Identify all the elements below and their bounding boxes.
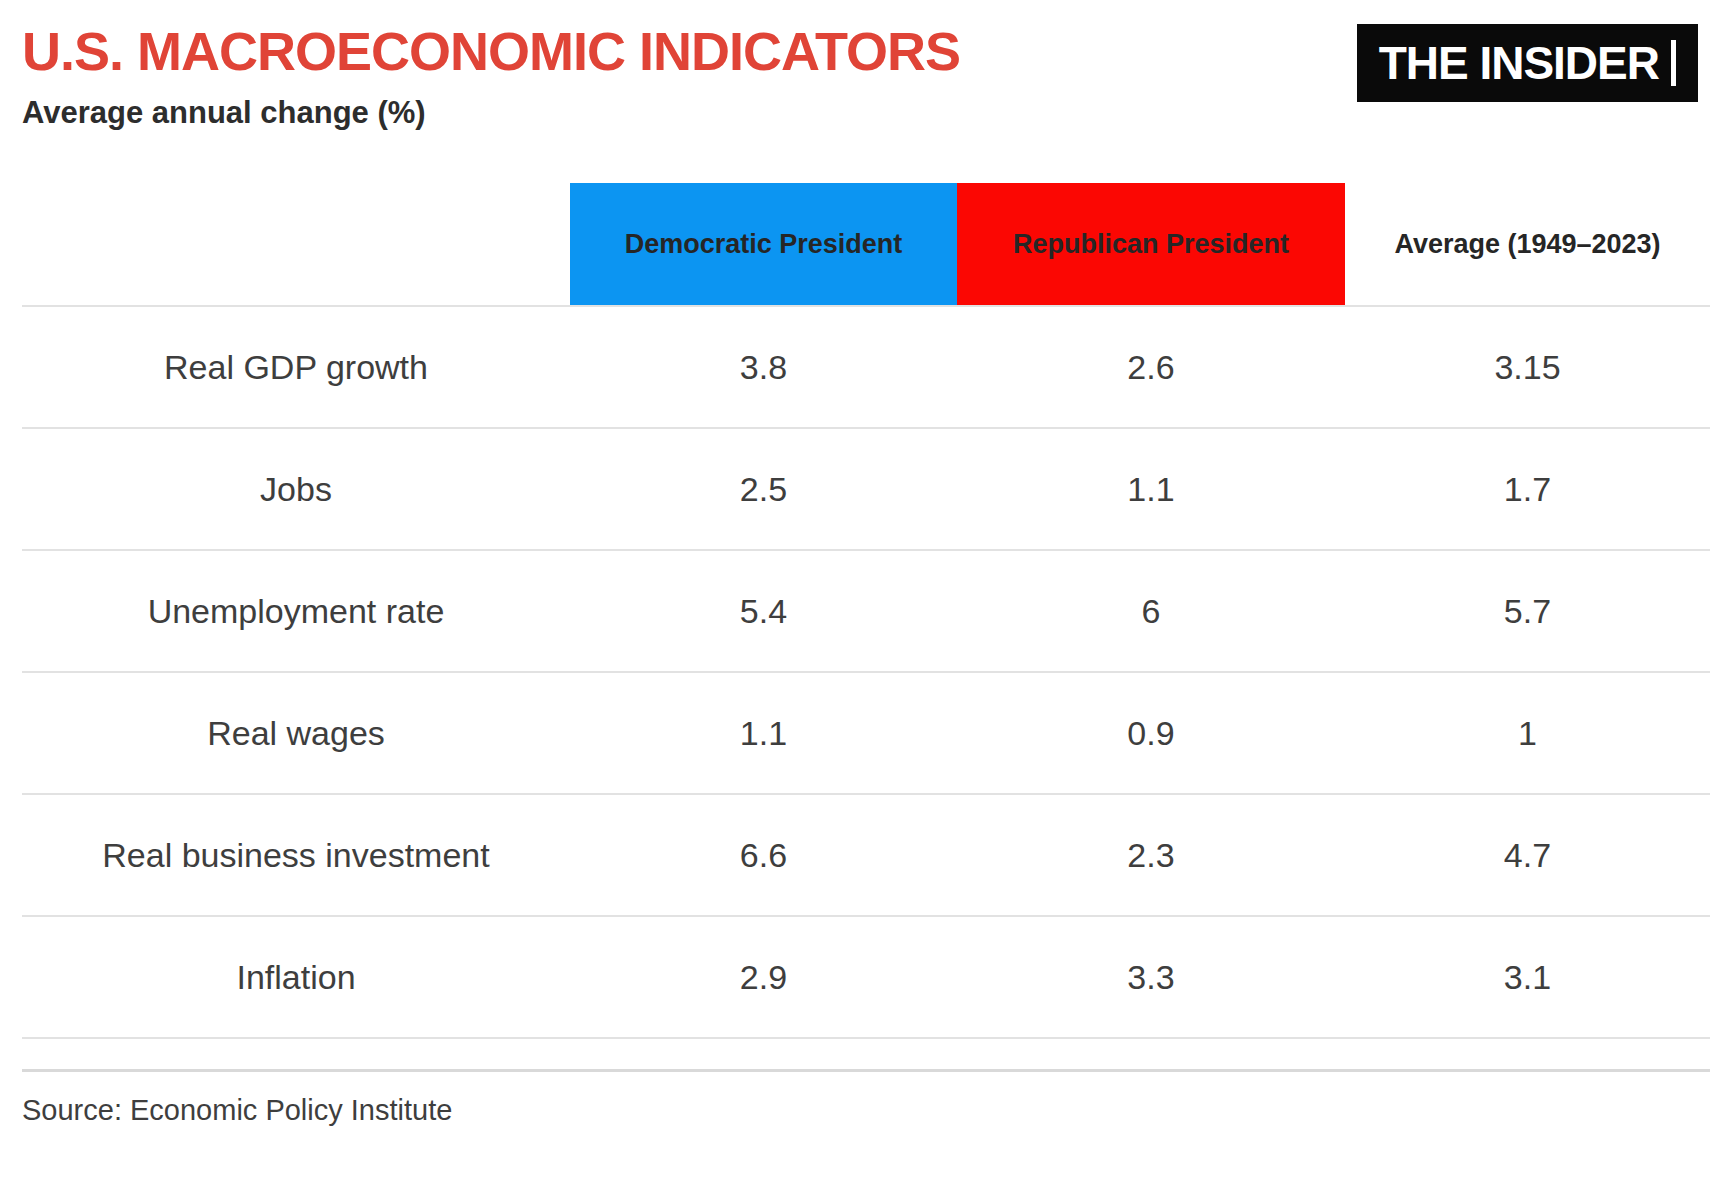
democratic-value: 2.9 <box>570 958 957 997</box>
average-value: 3.15 <box>1345 348 1710 387</box>
republican-value: 6 <box>957 592 1345 631</box>
table-row: Real wages 1.1 0.9 1 <box>22 673 1710 795</box>
row-label: Unemployment rate <box>22 592 570 631</box>
indicators-table: Democratic President Republican Presiden… <box>22 183 1710 1072</box>
republican-value: 2.3 <box>957 836 1345 875</box>
top-bar: U.S. MACROECONOMIC INDICATORS Average an… <box>22 0 1710 131</box>
table-row: Unemployment rate 5.4 6 5.7 <box>22 551 1710 673</box>
row-label: Inflation <box>22 958 570 997</box>
table-row: Real GDP growth 3.8 2.6 3.15 <box>22 307 1710 429</box>
republican-value: 1.1 <box>957 470 1345 509</box>
page-title: U.S. MACROECONOMIC INDICATORS <box>22 22 960 81</box>
column-header-republican-president: Republican President <box>957 183 1345 305</box>
democratic-value: 3.8 <box>570 348 957 387</box>
column-header-blank <box>22 183 570 305</box>
table-row: Inflation 2.9 3.3 3.1 <box>22 917 1710 1039</box>
row-label: Real business investment <box>22 836 570 875</box>
table-header-row: Democratic President Republican Presiden… <box>22 183 1710 307</box>
average-value: 4.7 <box>1345 836 1710 875</box>
republican-value: 3.3 <box>957 958 1345 997</box>
table-row: Real business investment 6.6 2.3 4.7 <box>22 795 1710 917</box>
row-label: Real wages <box>22 714 570 753</box>
average-value: 3.1 <box>1345 958 1710 997</box>
table-bottom-spacer <box>22 1039 1710 1072</box>
average-value: 1.7 <box>1345 470 1710 509</box>
democratic-value: 1.1 <box>570 714 957 753</box>
average-value: 5.7 <box>1345 592 1710 631</box>
page-subtitle: Average annual change (%) <box>22 95 960 131</box>
infographic-page: U.S. MACROECONOMIC INDICATORS Average an… <box>0 0 1732 1178</box>
democratic-value: 6.6 <box>570 836 957 875</box>
logo-cursor-bar <box>1671 40 1676 86</box>
democratic-value: 2.5 <box>570 470 957 509</box>
the-insider-logo: THE INSIDER <box>1357 24 1698 102</box>
republican-value: 0.9 <box>957 714 1345 753</box>
logo-wordmark: THE INSIDER <box>1379 36 1659 90</box>
democratic-value: 5.4 <box>570 592 957 631</box>
column-header-democratic-president: Democratic President <box>570 183 957 305</box>
row-label: Jobs <box>22 470 570 509</box>
row-label: Real GDP growth <box>22 348 570 387</box>
title-block: U.S. MACROECONOMIC INDICATORS Average an… <box>22 22 960 131</box>
republican-value: 2.6 <box>957 348 1345 387</box>
table-row: Jobs 2.5 1.1 1.7 <box>22 429 1710 551</box>
column-header-average: Average (1949–2023) <box>1345 183 1710 305</box>
source-note: Source: Economic Policy Institute <box>22 1094 1710 1127</box>
average-value: 1 <box>1345 714 1710 753</box>
